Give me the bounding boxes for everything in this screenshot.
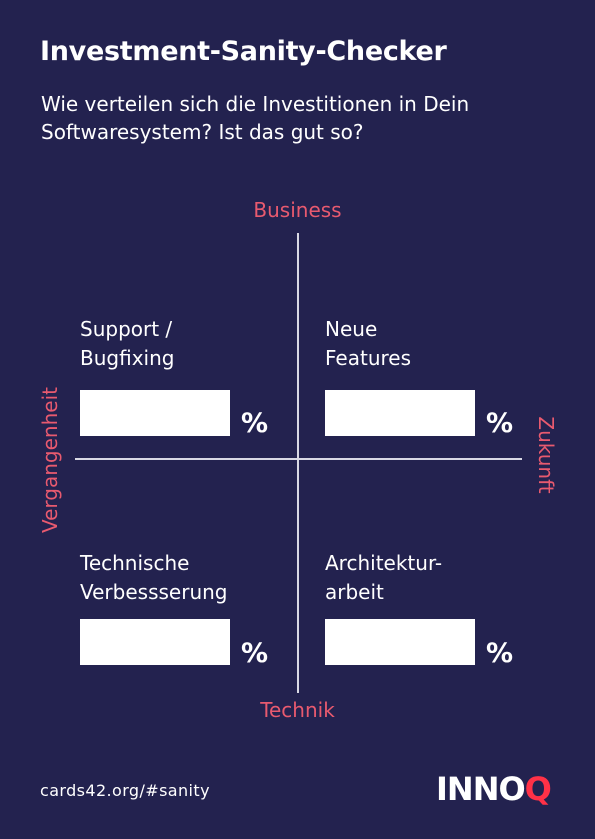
- horizontal-axis-line: [75, 458, 522, 460]
- quadrant-label-neue-features: Neue Features: [325, 317, 411, 370]
- axis-label-zukunft: Zukunft: [534, 416, 558, 494]
- footer-link[interactable]: cards42.org/#sanity: [40, 781, 210, 800]
- quadrant-label-architekturarbeit: Architektur- arbeit: [325, 551, 443, 604]
- percent-sign: %: [486, 638, 514, 669]
- percent-sign: %: [241, 408, 269, 439]
- card-title: Investment-Sanity-Checker: [40, 36, 447, 67]
- quadrant-label-support-bugfixing: Support / Bugfixing: [80, 317, 175, 370]
- logo-accent-text: Q: [524, 770, 552, 808]
- axis-label-business: Business: [253, 198, 342, 222]
- vertical-axis-line: [297, 233, 299, 693]
- quadrant-input-neue-features[interactable]: [325, 390, 475, 436]
- percent-sign: %: [486, 408, 514, 439]
- logo-main-text: INNO: [436, 770, 526, 808]
- axis-label-vergangenheit: Vergangenheit: [38, 387, 62, 533]
- percent-sign: %: [241, 638, 269, 669]
- quadrant-input-support-bugfixing[interactable]: [80, 390, 230, 436]
- quadrant-input-architekturarbeit[interactable]: [325, 619, 475, 665]
- card-subtitle: Wie verteilen sich die Investitionen in …: [41, 92, 470, 144]
- innoq-logo: INNOQ: [436, 770, 552, 808]
- quadrant-input-technische-verbesserung[interactable]: [80, 619, 230, 665]
- axis-label-technik: Technik: [260, 698, 335, 722]
- quadrant-label-technische-verbesserung: Technische Verbessserung: [80, 551, 228, 604]
